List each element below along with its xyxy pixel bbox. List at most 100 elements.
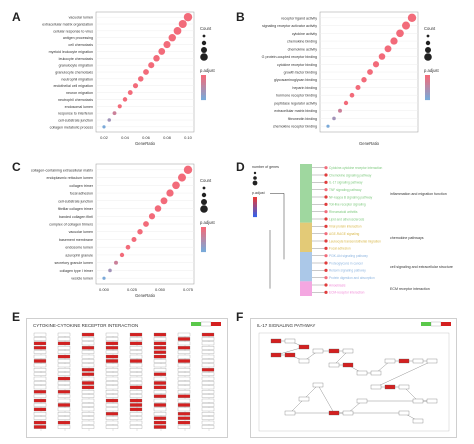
panel-e-gene-box: [201, 376, 215, 381]
panel-a-dot: [112, 111, 117, 116]
panel-f-legend-red: [441, 322, 451, 326]
panel-letter-b: B: [236, 10, 245, 24]
panel-f-gene-node: [370, 384, 382, 390]
panel-letter-f: F: [236, 310, 244, 324]
panel-a-dot: [148, 62, 155, 69]
panel-c-dot: [160, 197, 168, 205]
panel-d-leaf-label: PI3K-Akt signaling pathway: [329, 254, 368, 258]
panel-f-gene-node: [298, 358, 310, 364]
panel-e-gene-box: [177, 398, 191, 403]
panel-e-gene-box: [81, 341, 95, 346]
panel-c-svg: collagen-containing extracellular matrix…: [31, 163, 216, 298]
panel-c-dot: [177, 173, 187, 182]
panel-e-gene-box: [33, 420, 47, 425]
panel-f-gene-node: [328, 348, 340, 354]
panel-e-gene-box: [105, 359, 119, 363]
panel-e-gene-box: [81, 372, 95, 376]
panel-d-leaf-dot: [324, 276, 328, 280]
panel-letter-c: C: [12, 160, 21, 174]
panel-c-term-label: azurophil granule: [65, 253, 93, 257]
panel-a-dot: [102, 125, 106, 129]
panel-e-gene-box: [177, 346, 191, 350]
panel-b-term-label: peptidase regulator activity: [274, 101, 317, 105]
panel-a-tick-label: 0.02: [100, 135, 109, 140]
panel-a-term-label: granulocyte migration: [59, 64, 93, 68]
panel-c-dotplot: collagen-containing extracellular matrix…: [26, 160, 231, 300]
panel-e-gene-box: [177, 381, 191, 385]
panel-c-dot: [148, 213, 156, 220]
panel-e-gene-box: [129, 346, 143, 350]
panel-e-gene-box: [105, 354, 119, 359]
panel-a-dot: [183, 12, 193, 22]
panel-e-gene-box: [105, 420, 119, 425]
panel-b-legend-gradient-step: [425, 77, 430, 81]
panel-d-leaf-label: Toll-like receptor signaling: [329, 203, 366, 207]
panel-e-gene-box: [81, 332, 95, 337]
panel-c-tick-label: 0.050: [155, 287, 166, 292]
panel-c-dot: [131, 236, 137, 243]
panel-d-legend-gradient-step: [253, 212, 257, 215]
panel-d-legend-gradient-step: [253, 214, 257, 218]
panel-e-gene-box: [129, 412, 143, 416]
panel-c-legend-padj-title: p.adjust: [200, 220, 216, 225]
panel-d-leaf-label: Protein digestion and absorption: [329, 276, 375, 280]
panel-d-svg: inflammation and migration function chemo…: [252, 164, 453, 296]
panel-c-dot: [114, 260, 118, 265]
panel-a-dot: [158, 48, 166, 55]
panel-d-leaf-label: AGE-RAGE signaling: [329, 232, 360, 236]
panel-c-legend-gradient-step: [201, 229, 206, 233]
panel-e-gene-box: [177, 354, 191, 359]
panel-c-dot: [154, 205, 162, 212]
panel-d-leaf-label: NF-kappa B signaling pathway: [329, 195, 373, 199]
panel-d-cluster-label: ECM receptor interaction: [390, 287, 430, 291]
panel-b-term-label: hormone receptor binding: [276, 94, 317, 98]
panel-f-gene-node: [312, 382, 324, 388]
panel-c-legend-gradient-step: [201, 249, 206, 253]
panel-b-legend-gradient-step: [425, 90, 430, 93]
panel-b-legend-count-title: Count: [424, 26, 436, 31]
panel-b-dot: [407, 13, 417, 23]
panel-e-gene-box: [105, 346, 119, 350]
panel-e-gene-box: [81, 385, 95, 390]
panel-c-term-label: fibrillar collagen trimer: [58, 207, 94, 211]
panel-b-legend-gradient-step: [425, 85, 430, 88]
panel-a-term-label: extracellular matrix organization: [42, 23, 93, 27]
panel-f-edge: [403, 386, 419, 402]
panel-b-legend-gradient-step: [425, 82, 430, 86]
panel-b-term-label: chemokine receptor binding: [273, 125, 317, 129]
panel-e-gene-box: [153, 412, 167, 416]
panel-d-leaf-label: Amoebiasis: [329, 283, 346, 287]
panel-b-legend-size-dot: [425, 47, 431, 53]
panel-f-gene-node: [356, 370, 368, 376]
panel-a-term-label: granulocyte chemotaxis: [55, 71, 93, 75]
panel-a-dot: [132, 83, 139, 89]
panel-e-gene-box: [129, 416, 143, 420]
panel-a-legend-gradient-step: [201, 75, 206, 78]
panel-e-gene-box: [33, 390, 47, 394]
panel-e-gene-box: [105, 403, 119, 407]
panel-f-gene-node: [328, 362, 340, 368]
panel-e-gene-box: [33, 394, 47, 398]
panel-c-term-label: collagen trimer: [69, 184, 93, 188]
panel-e-gene-box: [177, 341, 191, 346]
panel-e-gene-box: [153, 376, 167, 381]
panel-d-cluster-label: cell signaling and extracellular structu…: [390, 265, 453, 269]
panel-e-gene-box: [57, 376, 71, 381]
panel-f-gene-node: [398, 384, 410, 390]
panel-e-gene-box: [153, 372, 167, 376]
panel-b-dot: [390, 37, 398, 45]
panel-e-gene-box: [81, 416, 95, 420]
panel-c-dot: [143, 221, 149, 227]
panel-e-gene-box: [81, 350, 95, 354]
panel-e-gene-box: [105, 398, 119, 403]
panel-a-dot: [122, 97, 128, 102]
panel-d-leaf-dot: [324, 210, 328, 214]
panel-e-gene-box: [81, 359, 95, 363]
panel-c-legend-gradient-step: [201, 234, 206, 238]
panel-b-term-label: glycosaminoglycan binding: [274, 78, 317, 82]
panel-e-gene-box: [81, 403, 95, 407]
panel-e-gene-box: [33, 416, 47, 420]
panel-b-dot: [396, 29, 404, 38]
panel-a-dotplot: vacuolar lumen extracellular matrix organ…: [26, 8, 231, 148]
panel-e-gene-box: [201, 341, 215, 346]
